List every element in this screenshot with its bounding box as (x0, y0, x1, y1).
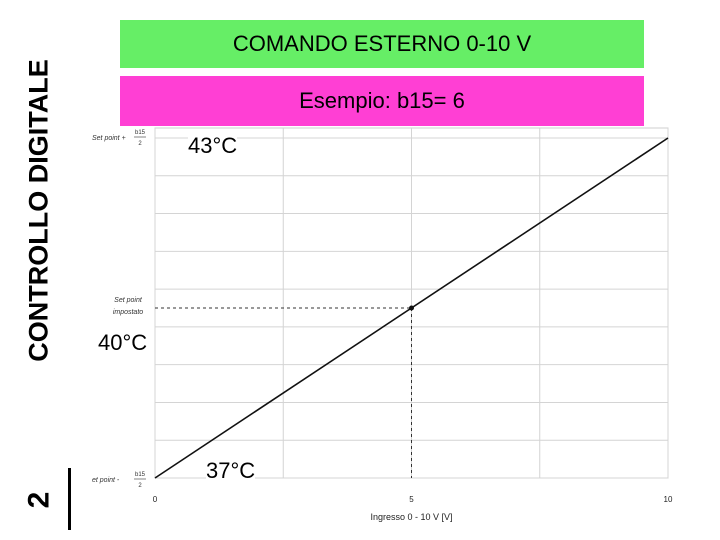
chart-plot (154, 137, 669, 479)
chart-axis-labels: 0 5 10 Ingresso 0 - 10 V [V] Set point + b15 2… (92, 130, 673, 522)
title-banner: COMANDO ESTERNO 0-10 V (120, 20, 644, 68)
chart-grid (154, 127, 669, 479)
label-high-temp: 43°C (188, 133, 238, 159)
marker-point (409, 305, 414, 311)
y-tick-bottom: et point - b15 2 (92, 472, 146, 489)
subtitle-banner: Esempio: b15= 6 (120, 76, 644, 126)
label-low-temp: 37°C (206, 458, 256, 484)
subtitle-banner-text: Esempio: b15= 6 (299, 88, 465, 113)
title-banner-text: COMANDO ESTERNO 0-10 V (232, 31, 532, 56)
label-mid-temp: 40°C (98, 330, 148, 356)
y-tick-denominator: 2 (138, 141, 142, 147)
y-tick-middle: Set point (114, 297, 143, 304)
y-tick-text: Set point + (92, 135, 126, 142)
y-tick-text: et point - (92, 477, 120, 484)
y-tick-top: Set point + b15 2 (92, 130, 146, 147)
x-tick-label: 5 (409, 495, 414, 504)
side-divider (68, 468, 71, 530)
x-tick-label: 0 (153, 495, 158, 504)
y-tick-numerator: b15 (135, 472, 146, 478)
y-tick-denominator: 2 (138, 483, 142, 489)
x-axis-label: Ingresso 0 - 10 V [V] (370, 512, 452, 522)
y-tick-middle: impostato (113, 309, 143, 316)
y-tick-numerator: b15 (135, 130, 146, 136)
x-tick-label: 10 (664, 495, 673, 504)
